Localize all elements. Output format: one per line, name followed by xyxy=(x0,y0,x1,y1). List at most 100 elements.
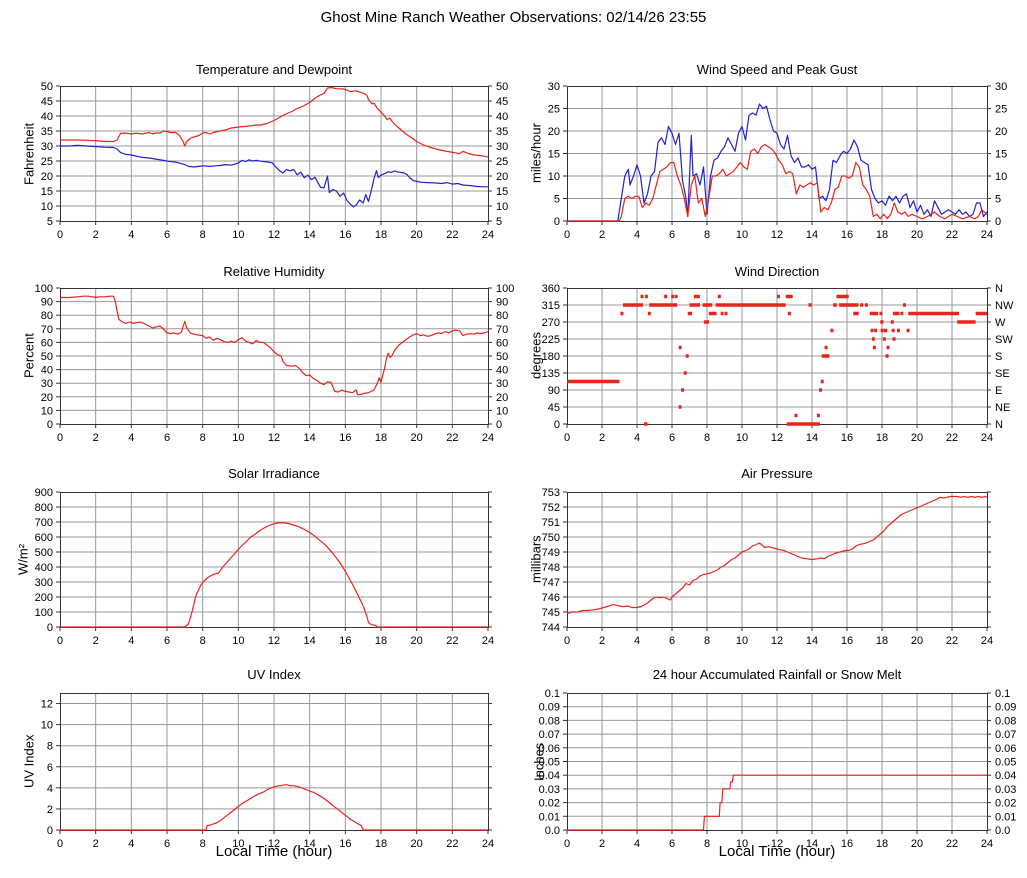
svg-text:4: 4 xyxy=(634,635,640,647)
svg-text:0.09: 0.09 xyxy=(539,702,560,714)
svg-text:4: 4 xyxy=(128,838,134,850)
svg-text:746: 746 xyxy=(542,592,560,604)
x-axis-label-left: Local Time (hour) xyxy=(215,843,333,860)
svg-text:0.07: 0.07 xyxy=(539,729,560,741)
svg-text:4: 4 xyxy=(634,432,640,444)
svg-text:20: 20 xyxy=(548,126,560,138)
svg-text:70: 70 xyxy=(496,324,508,336)
svg-text:2: 2 xyxy=(47,804,53,816)
svg-text:25: 25 xyxy=(496,156,508,168)
svg-text:360: 360 xyxy=(542,283,560,295)
svg-text:5: 5 xyxy=(554,194,560,206)
chart-title-pressure: Air Pressure xyxy=(741,466,813,481)
svg-text:2: 2 xyxy=(93,432,99,444)
svg-text:15: 15 xyxy=(496,186,508,198)
svg-text:24: 24 xyxy=(981,432,993,444)
svg-text:35: 35 xyxy=(496,126,508,138)
svg-text:10: 10 xyxy=(548,171,560,183)
svg-text:30: 30 xyxy=(496,378,508,390)
svg-text:20: 20 xyxy=(411,635,423,647)
svg-text:14: 14 xyxy=(304,838,316,850)
svg-text:SW: SW xyxy=(995,334,1013,346)
svg-text:20: 20 xyxy=(911,838,923,850)
svg-text:16: 16 xyxy=(339,635,351,647)
svg-text:14: 14 xyxy=(304,635,316,647)
svg-text:0.0: 0.0 xyxy=(995,825,1010,837)
svg-text:18: 18 xyxy=(375,229,387,241)
chart-title-humidity: Relative Humidity xyxy=(223,264,325,279)
svg-text:6: 6 xyxy=(669,432,675,444)
svg-text:0.06: 0.06 xyxy=(995,743,1016,755)
svg-text:0.1: 0.1 xyxy=(995,688,1010,700)
svg-text:10: 10 xyxy=(232,838,244,850)
svg-text:40: 40 xyxy=(41,365,53,377)
svg-text:20: 20 xyxy=(911,229,923,241)
svg-text:20: 20 xyxy=(411,229,423,241)
svg-text:20: 20 xyxy=(911,432,923,444)
svg-text:5: 5 xyxy=(496,216,502,228)
svg-text:2: 2 xyxy=(93,635,99,647)
svg-text:10: 10 xyxy=(41,405,53,417)
svg-text:16: 16 xyxy=(841,838,853,850)
svg-text:N: N xyxy=(995,283,1003,295)
svg-text:0.03: 0.03 xyxy=(539,784,560,796)
svg-text:20: 20 xyxy=(411,432,423,444)
svg-text:8: 8 xyxy=(200,838,206,850)
x-axis-label-right: Local Time (hour) xyxy=(718,843,836,860)
chart-title-solar: Solar Irradiance xyxy=(228,466,320,481)
svg-text:10: 10 xyxy=(232,229,244,241)
svg-text:0.08: 0.08 xyxy=(539,715,560,727)
svg-text:18: 18 xyxy=(375,838,387,850)
svg-text:14: 14 xyxy=(806,635,818,647)
svg-text:30: 30 xyxy=(41,378,53,390)
chart-title-temperature: Temperature and Dewpoint xyxy=(195,62,353,77)
svg-text:25: 25 xyxy=(995,104,1007,116)
svg-text:10: 10 xyxy=(496,201,508,213)
y-axis-label-inches: Inches xyxy=(531,742,547,781)
svg-text:0.04: 0.04 xyxy=(539,770,560,782)
svg-text:18: 18 xyxy=(876,432,888,444)
svg-text:60: 60 xyxy=(496,337,508,349)
svg-text:15: 15 xyxy=(41,186,53,198)
y-axis-label-degrees: degrees xyxy=(528,332,544,380)
svg-text:12: 12 xyxy=(268,838,280,850)
svg-text:700: 700 xyxy=(35,517,53,529)
svg-text:12: 12 xyxy=(268,229,280,241)
svg-text:20: 20 xyxy=(995,126,1007,138)
y-axis-label-fahrenheit: Fahrenheit xyxy=(21,122,37,185)
svg-text:90: 90 xyxy=(496,297,508,309)
svg-text:0: 0 xyxy=(564,838,570,850)
svg-text:10: 10 xyxy=(496,405,508,417)
svg-text:22: 22 xyxy=(446,229,458,241)
chart-solar-irradiance: 0 2 4 6 8 10 12 14 16 18 20 22 240100200300400500600… xyxy=(35,487,494,647)
svg-text:200: 200 xyxy=(35,592,53,604)
svg-text:25: 25 xyxy=(548,104,560,116)
svg-text:753: 753 xyxy=(542,487,560,499)
svg-text:0.03: 0.03 xyxy=(995,784,1016,796)
svg-text:752: 752 xyxy=(542,502,560,514)
svg-text:4: 4 xyxy=(128,635,134,647)
svg-text:750: 750 xyxy=(542,532,560,544)
svg-text:4: 4 xyxy=(634,229,640,241)
svg-text:22: 22 xyxy=(446,838,458,850)
svg-text:12: 12 xyxy=(41,699,53,711)
svg-text:600: 600 xyxy=(35,532,53,544)
svg-text:22: 22 xyxy=(946,432,958,444)
svg-text:10: 10 xyxy=(995,171,1007,183)
svg-text:5: 5 xyxy=(47,216,53,228)
svg-text:16: 16 xyxy=(841,635,853,647)
svg-text:6: 6 xyxy=(669,229,675,241)
svg-text:8: 8 xyxy=(704,229,710,241)
svg-text:30: 30 xyxy=(41,141,53,153)
svg-text:0: 0 xyxy=(564,432,570,444)
chart-rainfall: 0 2 4 6 8 10 12 14 16 18 20 22 240.0 0.00.01 0.010.02 0… xyxy=(539,688,1017,850)
svg-text:20: 20 xyxy=(41,171,53,183)
svg-text:40: 40 xyxy=(41,111,53,123)
svg-text:5: 5 xyxy=(995,194,1001,206)
svg-text:24: 24 xyxy=(981,635,993,647)
svg-text:16: 16 xyxy=(339,432,351,444)
y-axis-label-wm2: W/m² xyxy=(15,543,31,576)
svg-text:6: 6 xyxy=(164,838,170,850)
